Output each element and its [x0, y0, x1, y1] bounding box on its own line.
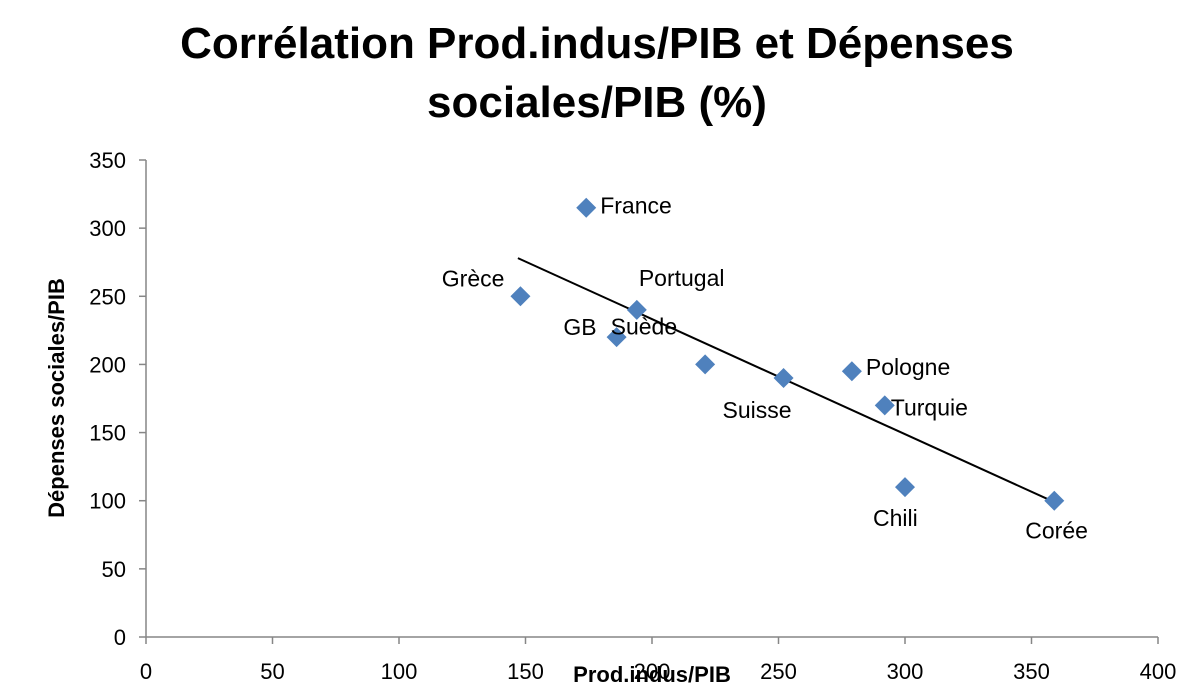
x-tick-label: 150: [507, 659, 544, 684]
y-tick-label: 200: [89, 352, 126, 377]
data-points: [510, 197, 1065, 511]
chart-axes: 0 50 100 150 200 250 300 350 0 50 100 150 200 250 300 3…: [44, 148, 1176, 687]
x-tick-label: 400: [1140, 659, 1177, 684]
x-tick-label: 300: [887, 659, 924, 684]
y-tick-label: 0: [114, 625, 126, 650]
chart-title-line-2: sociales/PIB (%): [427, 78, 767, 127]
point-label-turquie: Turquie: [891, 394, 968, 420]
chart-title-line-1: Corrélation Prod.indus/PIB et Dépenses: [180, 19, 1014, 68]
data-point-pologne: [841, 361, 862, 382]
data-point-gb: [606, 327, 627, 348]
y-axis-label: Dépenses sociales/PIB: [44, 278, 69, 518]
y-tick-label: 250: [89, 284, 126, 309]
point-labels: France Grèce Portugal GB Suède Suisse Pologne T…: [442, 193, 1088, 544]
data-point-portugal: [626, 299, 647, 320]
x-axis-label: Prod.indus/PIB: [573, 662, 731, 687]
data-point-corée: [1044, 490, 1065, 511]
y-tick-label: 300: [89, 216, 126, 241]
x-tick-label: 250: [760, 659, 797, 684]
x-tick-label: 100: [381, 659, 418, 684]
point-label-corée: Corée: [1025, 518, 1088, 544]
y-tick-label: 150: [89, 421, 126, 446]
data-point-chili: [895, 477, 915, 498]
data-point-suède: [695, 354, 716, 375]
point-label-pologne: Pologne: [866, 354, 950, 380]
y-tick-label: 50: [102, 557, 126, 582]
y-tick-label: 100: [89, 489, 126, 514]
x-tick-label: 50: [260, 659, 284, 684]
point-label-gb: GB: [563, 314, 596, 340]
x-tick-label: 200: [634, 659, 671, 684]
data-point-turquie: [874, 395, 895, 416]
chart-title: Corrélation Prod.indus/PIB et Dépenses so…: [180, 19, 1014, 127]
data-point-suisse: [773, 368, 794, 389]
x-tick-label: 0: [140, 659, 152, 684]
point-label-portugal: Portugal: [639, 265, 725, 291]
data-point-france: [576, 197, 597, 218]
point-label-france: France: [600, 193, 672, 219]
x-tick-label: 350: [1013, 659, 1050, 684]
data-point-grèce: [510, 286, 531, 307]
point-label-chili: Chili: [873, 505, 918, 531]
y-tick-label: 350: [89, 148, 126, 173]
point-label-suisse: Suisse: [723, 397, 792, 423]
point-label-grèce: Grèce: [442, 265, 505, 291]
point-label-suède: Suède: [611, 313, 678, 339]
